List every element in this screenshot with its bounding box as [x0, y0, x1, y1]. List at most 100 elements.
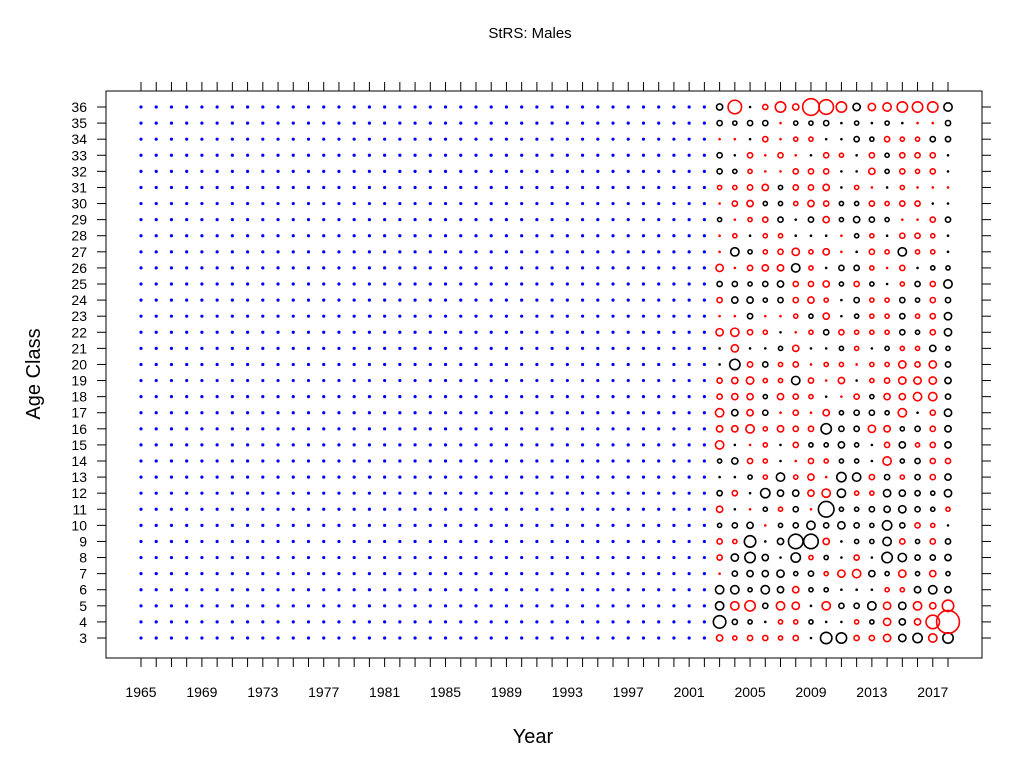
no-data-point: [565, 153, 569, 157]
no-data-point: [215, 620, 219, 624]
no-data-point: [489, 330, 493, 334]
residual-bubble: [884, 329, 890, 336]
residual-point: [748, 491, 752, 495]
no-data-point: [702, 491, 706, 495]
no-data-point: [154, 234, 158, 238]
y-tick-label: 5: [79, 598, 87, 614]
no-data-point: [245, 459, 250, 463]
residual-bubble: [762, 232, 769, 239]
no-data-point: [383, 121, 387, 125]
no-data-point: [322, 201, 326, 206]
no-data-point: [291, 572, 295, 576]
no-data-point: [687, 298, 691, 302]
no-data-point: [520, 234, 524, 238]
no-data-point: [383, 346, 387, 350]
residual-bubble: [944, 135, 952, 143]
no-data-point: [367, 330, 371, 334]
residual-point: [855, 379, 858, 382]
no-data-point: [185, 250, 189, 254]
residual-bubble: [898, 312, 906, 320]
residual-bubble: [747, 474, 753, 480]
no-data-point: [276, 604, 280, 608]
no-data-point: [657, 555, 661, 560]
no-data-point: [550, 201, 554, 206]
residual-bubble: [792, 361, 800, 368]
residual-bubble: [868, 377, 875, 384]
no-data-point: [230, 105, 234, 109]
no-data-point: [550, 346, 554, 350]
residual-bubble: [792, 136, 799, 143]
no-data-point: [520, 362, 524, 367]
residual-bubble: [792, 120, 799, 126]
no-data-point: [565, 185, 569, 190]
residual-bubble: [914, 280, 921, 288]
no-data-point: [200, 555, 204, 560]
no-data-point: [580, 523, 585, 527]
residual-bubble: [853, 554, 861, 561]
residual-bubble: [929, 457, 937, 465]
residual-bubble: [929, 490, 936, 497]
no-data-point: [169, 539, 174, 544]
residual-bubble: [884, 586, 890, 593]
no-data-point: [139, 121, 143, 125]
no-data-point: [550, 539, 554, 544]
no-data-point: [489, 395, 493, 399]
no-data-point: [489, 105, 493, 109]
no-data-point: [245, 539, 250, 544]
no-data-point: [383, 185, 387, 190]
no-data-point: [641, 218, 646, 222]
data-points: [139, 97, 961, 645]
no-data-point: [139, 491, 143, 495]
no-data-point: [504, 395, 509, 399]
no-data-point: [641, 105, 646, 109]
no-data-point: [520, 105, 524, 109]
no-data-point: [657, 539, 661, 544]
residual-bubble: [807, 280, 815, 288]
no-data-point: [306, 523, 311, 527]
no-data-point: [367, 636, 371, 640]
no-data-point: [291, 201, 295, 206]
residual-point: [779, 314, 782, 318]
residual-bubble: [914, 200, 921, 207]
no-data-point: [306, 201, 311, 206]
residual-bubble: [928, 376, 938, 385]
residual-bubble: [943, 488, 953, 498]
no-data-point: [428, 137, 432, 141]
no-data-point: [580, 636, 585, 640]
no-data-point: [702, 523, 706, 527]
no-data-point: [413, 330, 417, 334]
no-data-point: [306, 427, 311, 431]
no-data-point: [459, 539, 463, 544]
y-tick-label: 4: [79, 614, 87, 630]
no-data-point: [459, 314, 463, 318]
residual-bubble: [838, 361, 845, 368]
no-data-point: [520, 201, 524, 206]
residual-bubble: [838, 152, 845, 159]
residual-bubble: [897, 407, 908, 418]
no-data-point: [657, 395, 661, 399]
no-data-point: [200, 395, 204, 399]
no-data-point: [139, 250, 143, 254]
no-data-point: [459, 346, 463, 350]
no-data-point: [352, 411, 356, 415]
no-data-point: [474, 427, 478, 431]
no-data-point: [489, 555, 493, 560]
no-data-point: [230, 604, 234, 608]
no-data-point: [291, 604, 295, 608]
no-data-point: [520, 266, 524, 270]
no-data-point: [245, 411, 250, 415]
residual-bubble: [897, 246, 908, 257]
no-data-point: [261, 137, 265, 141]
residual-point: [718, 363, 721, 366]
residual-bubble: [944, 538, 952, 545]
no-data-point: [230, 153, 234, 157]
no-data-point: [504, 121, 509, 125]
no-data-point: [565, 572, 569, 576]
residual-bubble: [868, 329, 875, 336]
residual-bubble: [884, 200, 890, 207]
no-data-point: [550, 330, 554, 334]
y-axis-tick-labels: 3456789101112131415161718192021222324252…: [71, 99, 87, 646]
residual-bubble: [838, 200, 845, 207]
no-data-point: [428, 491, 432, 495]
residual-bubble: [898, 392, 907, 401]
